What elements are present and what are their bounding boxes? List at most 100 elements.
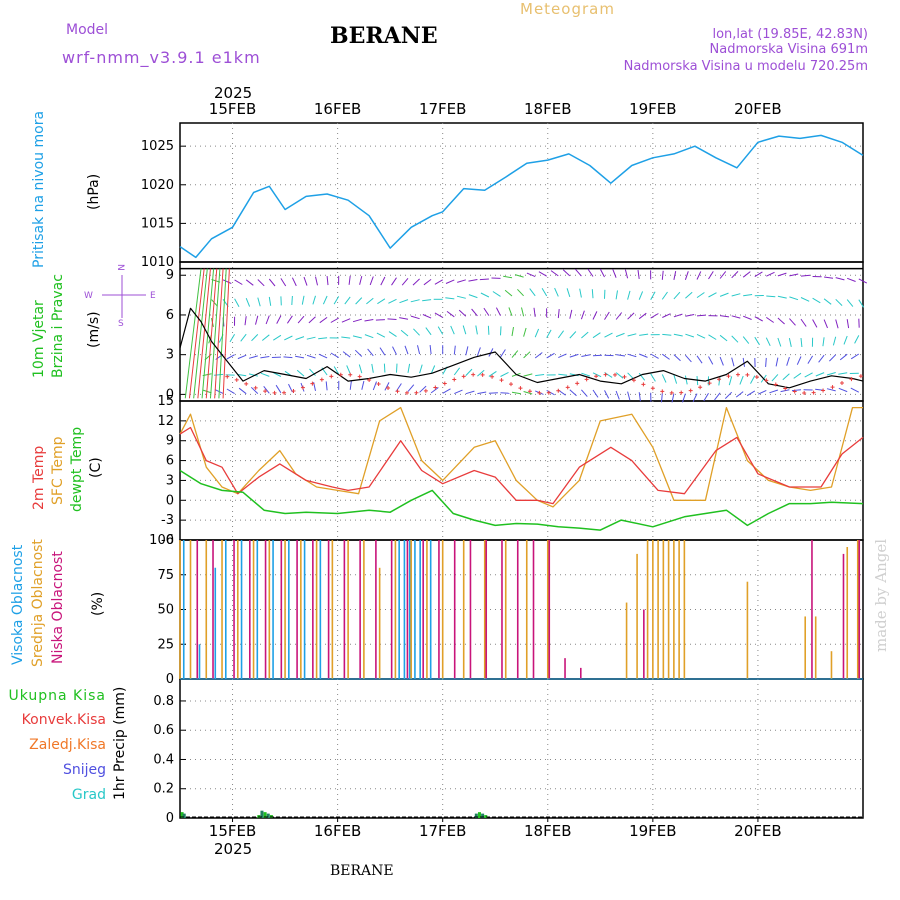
wind-arrow-137 bbox=[471, 308, 478, 317]
wind-gust-mark bbox=[802, 390, 807, 395]
wind-arrow-367 bbox=[500, 392, 510, 394]
wind-arrow-396 bbox=[826, 388, 836, 392]
wind-arrow-37 bbox=[637, 269, 640, 279]
wind-arrow-335 bbox=[782, 373, 790, 381]
wind-arrow-383 bbox=[682, 393, 686, 403]
wind-arrow-111 bbox=[835, 298, 843, 306]
wind-arrow-259 bbox=[569, 353, 579, 358]
wind-arrow-164 bbox=[789, 318, 796, 326]
wind-gust-mark bbox=[792, 389, 797, 394]
wind-arrow-307 bbox=[465, 368, 473, 376]
wind-compass: N W E S bbox=[84, 264, 156, 329]
wind-arrow-210 bbox=[662, 333, 672, 336]
ytick-cloud-0: 0 bbox=[166, 672, 174, 687]
wind-arrow-44 bbox=[719, 271, 727, 279]
wind-arrow-261 bbox=[592, 354, 602, 357]
wind-arrow-126 bbox=[341, 318, 351, 323]
wind-arrow-382 bbox=[671, 393, 675, 403]
model-altitude-label: Nadmorska Visina u modelu 720.25m bbox=[624, 59, 868, 74]
ytick-temperature-7: 15 bbox=[157, 394, 174, 409]
wind-arrow-129 bbox=[375, 319, 385, 321]
wind-arrow-338 bbox=[815, 372, 825, 377]
wind-arrow-238 bbox=[318, 353, 328, 359]
wind-arrow-205 bbox=[604, 332, 613, 338]
wind-arrow-161 bbox=[754, 316, 763, 322]
wind-arrow-177 bbox=[273, 334, 282, 341]
wind-arrow-28 bbox=[526, 272, 536, 278]
wind-arrow-290 bbox=[260, 372, 270, 377]
wind-arrow-75 bbox=[410, 299, 420, 303]
wind-arrow-393 bbox=[791, 389, 802, 392]
bottom-date-1: 16FEB bbox=[314, 822, 361, 840]
wind-arrow-13 bbox=[359, 275, 363, 285]
wind-arrow-155 bbox=[685, 314, 695, 317]
wind-arrow-3 bbox=[245, 279, 254, 286]
wind-gust-mark bbox=[679, 390, 684, 395]
temp-ylabel-sfc: SFC Temp bbox=[50, 436, 66, 505]
wind-arrow-173 bbox=[229, 333, 236, 343]
wind-arrow-176 bbox=[261, 334, 270, 341]
wind-gust-mark bbox=[253, 385, 258, 390]
ytick-wind-3: 9 bbox=[166, 268, 174, 283]
wind-gust-mark bbox=[499, 378, 504, 383]
compass-w: W bbox=[84, 291, 93, 301]
wind-arrow-179 bbox=[295, 336, 305, 341]
wind-arrow-204 bbox=[592, 332, 601, 339]
precip-legend-frz: Zaledj.Kisa bbox=[29, 737, 106, 753]
wind-arrow-301 bbox=[396, 363, 398, 373]
wind-arrow-250 bbox=[465, 346, 469, 356]
wind-arrow-139 bbox=[495, 307, 501, 316]
wind-arrow-108 bbox=[800, 297, 810, 302]
ytick-precip-0: 0 bbox=[166, 811, 174, 826]
wind-arrow-152 bbox=[650, 313, 659, 319]
wind-arrow-344 bbox=[226, 388, 235, 395]
ytick-temperature-1: -3 bbox=[161, 513, 174, 528]
precip-plot bbox=[180, 810, 863, 818]
wind-arrow-16 bbox=[391, 277, 397, 286]
wind-arrow-198 bbox=[523, 327, 527, 337]
wind-gust-mark bbox=[764, 378, 769, 383]
temp2m-line bbox=[179, 426, 864, 505]
wind-arrow-377 bbox=[615, 390, 620, 400]
wind-arrow-153 bbox=[662, 313, 671, 318]
wind-arrow-135 bbox=[446, 310, 455, 318]
ytick-wind-2: 6 bbox=[166, 308, 174, 323]
wind-arrow-369 bbox=[523, 391, 533, 395]
wind-arrow-65 bbox=[301, 295, 305, 305]
wind-gust-mark bbox=[613, 372, 618, 377]
wind-arrow-193 bbox=[462, 325, 467, 335]
wind-arrow-361 bbox=[430, 387, 439, 394]
wind-arrow-269 bbox=[685, 354, 692, 363]
wind-arrow-397 bbox=[838, 387, 848, 393]
wind-arrow-196 bbox=[500, 326, 502, 336]
ytick-precip-4: 0.8 bbox=[153, 694, 174, 709]
wind-gust-mark bbox=[537, 390, 542, 395]
wind-arrow-15 bbox=[380, 276, 386, 286]
wind-arrow-148 bbox=[604, 311, 610, 320]
wind-arrow-206 bbox=[615, 332, 625, 338]
wind-arrow-131 bbox=[399, 317, 409, 320]
wind-arrow-39 bbox=[661, 270, 664, 280]
wind-arrow-85 bbox=[529, 288, 536, 297]
wind-arrow-97 bbox=[673, 291, 681, 300]
wind-arrow-318 bbox=[592, 372, 602, 378]
wind-arrow-125 bbox=[330, 317, 339, 323]
wind-ylabel-name1: 10m Vjetar bbox=[31, 300, 47, 378]
wind-gust-mark bbox=[452, 377, 457, 382]
wind-arrow-27 bbox=[514, 274, 524, 278]
wind-streak-3 bbox=[197, 268, 211, 399]
wind-arrow-390 bbox=[757, 389, 767, 395]
wind-arrow-144 bbox=[557, 309, 560, 319]
wind-arrow-232 bbox=[248, 355, 258, 359]
wind-arrow-160 bbox=[743, 315, 752, 320]
wind-arrow-56 bbox=[858, 278, 868, 284]
wind-arrow-66 bbox=[312, 295, 316, 305]
wind-arrow-93 bbox=[627, 290, 631, 300]
wind-arrow-62 bbox=[268, 296, 272, 306]
wind-arrow-254 bbox=[511, 350, 519, 358]
wind-arrow-123 bbox=[308, 316, 316, 324]
wind-arrow-69 bbox=[344, 296, 351, 305]
wind-arrow-297 bbox=[346, 365, 351, 374]
wind-arrow-154 bbox=[673, 313, 683, 318]
watermark: made by Angel bbox=[872, 539, 890, 652]
